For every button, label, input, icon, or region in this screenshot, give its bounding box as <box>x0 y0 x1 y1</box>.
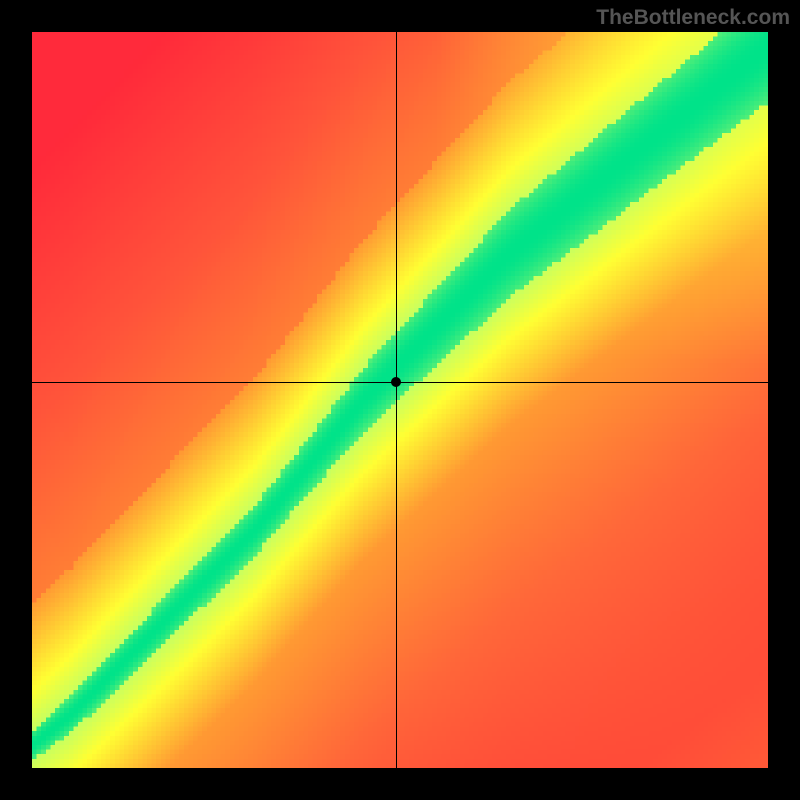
crosshair-vertical <box>396 32 397 768</box>
heatmap-canvas <box>32 32 768 768</box>
source-attribution: TheBottleneck.com <box>596 6 790 30</box>
bottleneck-heatmap-plot <box>32 32 768 768</box>
operating-point-marker <box>391 377 401 387</box>
